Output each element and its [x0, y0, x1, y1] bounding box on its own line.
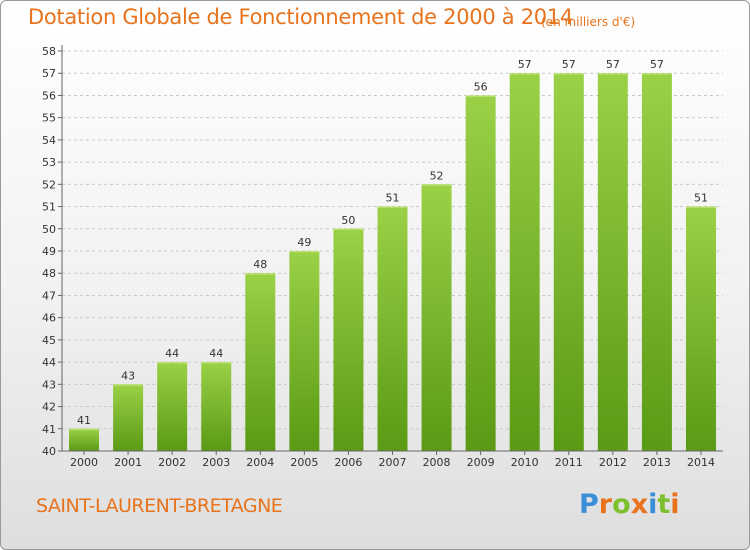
- x-tick-label: 2006: [334, 456, 362, 469]
- bar-highlight: [377, 206, 408, 209]
- x-tick-label: 2001: [114, 456, 142, 469]
- y-tick-label: 42: [42, 401, 56, 414]
- bar-highlight: [289, 251, 320, 253]
- bar-highlight: [245, 273, 276, 275]
- y-tick-label: 56: [42, 89, 56, 102]
- x-tick-label: 2009: [467, 456, 495, 469]
- bar: [685, 206, 716, 451]
- logo-letter: r: [598, 489, 613, 520]
- y-tick-label: 46: [42, 312, 56, 325]
- logo-letter: i: [648, 489, 658, 520]
- bar-highlight: [157, 362, 188, 364]
- x-tick-label: 2003: [202, 456, 230, 469]
- x-tick-label: 2011: [555, 456, 583, 469]
- bar-highlight: [597, 73, 628, 75]
- chart-subtitle: (en milliers d'€): [541, 15, 636, 29]
- bar: [289, 251, 320, 451]
- bar: [421, 184, 452, 452]
- y-tick-label: 50: [42, 223, 56, 236]
- data-label: 50: [341, 214, 355, 227]
- data-label: 57: [562, 58, 576, 71]
- commune-name: SAINT-LAURENT-BRETAGNE: [36, 495, 283, 517]
- data-label: 51: [386, 192, 400, 205]
- x-tick-label: 2012: [599, 456, 627, 469]
- x-tick-label: 2000: [70, 456, 98, 469]
- bar-highlight: [333, 228, 364, 231]
- x-tick-label: 2004: [246, 456, 274, 469]
- data-label: 48: [253, 258, 267, 271]
- x-tick-label: 2007: [379, 456, 407, 469]
- logo-letter: t: [657, 489, 671, 520]
- x-tick-label: 2002: [158, 456, 186, 469]
- bar: [157, 362, 188, 451]
- y-tick-label: 45: [42, 334, 56, 347]
- proxiti-logo[interactable]: Proxiti: [579, 489, 680, 520]
- y-tick-label: 48: [42, 267, 56, 280]
- data-label: 51: [694, 192, 708, 205]
- y-tick-label: 58: [42, 45, 56, 58]
- data-label: 44: [165, 347, 179, 360]
- x-tick-label: 2005: [290, 456, 318, 469]
- bar-highlight: [69, 428, 100, 431]
- bar: [69, 428, 100, 451]
- logo-letter: x: [630, 489, 649, 520]
- bar: [641, 73, 672, 451]
- data-label: 56: [474, 80, 488, 93]
- data-label: 57: [650, 58, 664, 71]
- data-label: 41: [77, 414, 91, 427]
- bar: [113, 384, 144, 451]
- axes: 40 41 42 43 44 45 46 47 48 49 50 51 52 53 54 55 56 57 58 20…: [42, 45, 723, 469]
- bar-highlight: [421, 184, 452, 186]
- bar: [333, 228, 364, 451]
- x-tick-label: 2008: [423, 456, 451, 469]
- data-label: 52: [430, 169, 444, 182]
- bar-highlight: [201, 362, 232, 364]
- bar-highlight: [553, 73, 584, 75]
- logo-letter: i: [670, 489, 680, 520]
- bar: [509, 73, 540, 451]
- bar-highlight: [465, 95, 496, 97]
- data-label: 44: [209, 347, 223, 360]
- data-label: 43: [121, 369, 135, 382]
- y-tick-label: 57: [42, 67, 56, 80]
- y-tick-label: 49: [42, 245, 56, 258]
- bar-highlight: [509, 73, 540, 75]
- bar: [553, 73, 584, 451]
- y-tick-label: 54: [42, 134, 56, 147]
- chart-title: Dotation Globale de Fonctionnement de 20…: [28, 5, 573, 29]
- data-label: 49: [297, 236, 311, 249]
- y-tick-label: 53: [42, 156, 56, 169]
- y-tick-label: 41: [42, 423, 56, 436]
- bar-highlight: [113, 384, 144, 386]
- bar: [245, 273, 276, 451]
- bar: [465, 95, 496, 451]
- y-tick-label: 55: [42, 112, 56, 125]
- x-tick-label: 2013: [643, 456, 671, 469]
- y-tick-label: 52: [42, 178, 56, 191]
- y-tick-label: 40: [42, 445, 56, 458]
- x-tick-label: 2014: [687, 456, 715, 469]
- data-label: 57: [518, 58, 532, 71]
- y-tick-label: 51: [42, 201, 56, 214]
- bar-highlight: [685, 206, 716, 209]
- bars: 41 43 44 44 48 49 50 51 52 56 57 57 57 57 51: [69, 58, 716, 452]
- x-tick-label: 2010: [511, 456, 539, 469]
- y-tick-label: 44: [42, 356, 56, 369]
- bar: [597, 73, 628, 451]
- y-tick-label: 47: [42, 289, 56, 302]
- data-label: 57: [606, 58, 620, 71]
- bar: [377, 206, 408, 451]
- logo-letter: P: [579, 489, 599, 520]
- bar: [201, 362, 232, 451]
- bar-highlight: [641, 73, 672, 75]
- y-tick-label: 43: [42, 378, 56, 391]
- logo-letter: o: [612, 489, 631, 520]
